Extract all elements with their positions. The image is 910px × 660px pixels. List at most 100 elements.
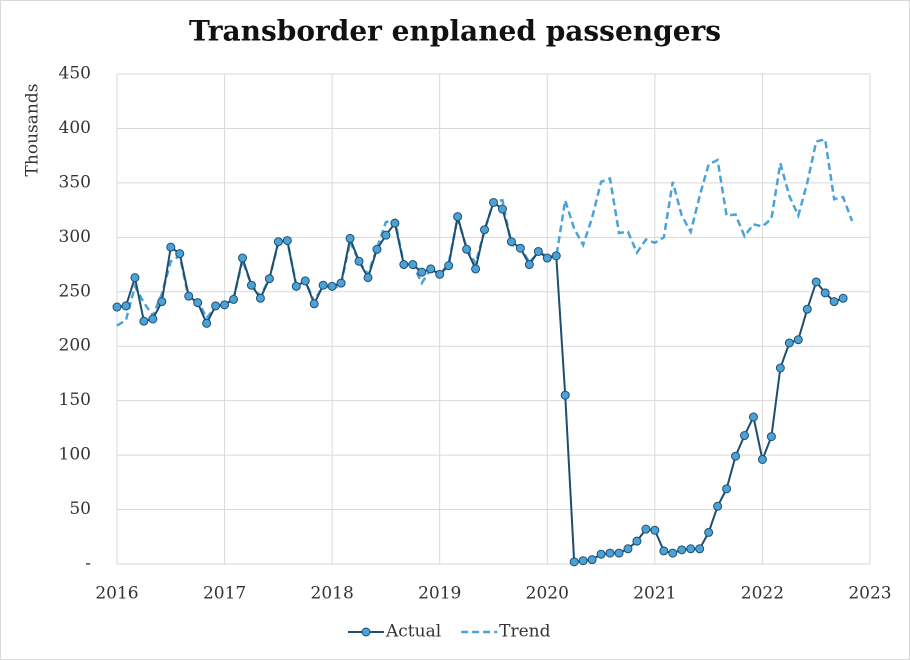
data-point bbox=[121, 301, 131, 311]
data-point bbox=[659, 546, 669, 556]
series-line bbox=[116, 200, 844, 563]
data-point bbox=[309, 299, 319, 309]
data-point bbox=[291, 281, 301, 291]
data-point bbox=[453, 212, 463, 222]
data-point bbox=[506, 237, 516, 247]
data-point bbox=[211, 301, 221, 311]
x-tick-label: 2018 bbox=[311, 584, 354, 604]
y-axis-label: Thousands bbox=[23, 84, 43, 177]
data-point bbox=[300, 276, 310, 286]
data-point bbox=[731, 451, 741, 461]
data-point bbox=[677, 545, 687, 555]
data-point bbox=[524, 260, 534, 270]
data-point bbox=[202, 318, 212, 328]
data-point bbox=[354, 256, 364, 266]
x-tick-label: 2023 bbox=[848, 584, 891, 604]
data-point bbox=[829, 297, 839, 307]
data-point bbox=[345, 233, 355, 243]
data-point bbox=[623, 544, 633, 554]
data-point bbox=[327, 281, 337, 291]
y-tick-label: 450 bbox=[59, 64, 91, 84]
data-point bbox=[426, 264, 436, 274]
data-point bbox=[444, 261, 454, 271]
x-tick-label: 2019 bbox=[418, 584, 461, 604]
data-point bbox=[515, 243, 525, 253]
data-point bbox=[784, 338, 794, 348]
data-point bbox=[130, 273, 140, 283]
legend-label: Trend bbox=[499, 622, 550, 642]
data-point bbox=[462, 244, 472, 254]
data-point bbox=[363, 273, 373, 283]
y-tick-label: 400 bbox=[59, 118, 91, 138]
data-point bbox=[695, 544, 705, 554]
data-point bbox=[157, 297, 167, 307]
y-tick-label: 150 bbox=[59, 390, 91, 410]
x-tick-label: 2017 bbox=[203, 584, 246, 604]
data-point bbox=[587, 555, 597, 565]
data-point bbox=[713, 501, 723, 511]
data-point bbox=[166, 242, 176, 252]
x-tick-label: 2016 bbox=[95, 584, 138, 604]
chart-title: Transborder enplaned passengers bbox=[189, 15, 721, 48]
data-point bbox=[417, 267, 427, 277]
data-point bbox=[220, 300, 230, 310]
data-point bbox=[489, 197, 498, 207]
data-point bbox=[246, 280, 256, 290]
data-point bbox=[748, 412, 758, 422]
data-point bbox=[569, 557, 579, 567]
data-point bbox=[282, 236, 292, 246]
data-point bbox=[802, 304, 812, 314]
data-point bbox=[704, 527, 714, 537]
y-tick-label: 350 bbox=[59, 172, 91, 192]
data-point bbox=[775, 363, 785, 373]
data-point bbox=[399, 260, 409, 270]
data-point bbox=[632, 536, 642, 546]
data-point bbox=[533, 246, 543, 256]
data-point bbox=[668, 548, 678, 558]
data-point bbox=[372, 244, 382, 254]
data-point bbox=[578, 556, 588, 566]
data-point bbox=[497, 204, 507, 214]
data-point bbox=[390, 218, 400, 228]
x-tick-label: 2021 bbox=[633, 584, 676, 604]
data-point bbox=[273, 237, 283, 247]
data-point bbox=[471, 264, 481, 274]
data-point bbox=[139, 316, 149, 326]
data-point bbox=[381, 230, 391, 240]
data-point bbox=[112, 302, 122, 312]
data-point bbox=[435, 269, 445, 279]
data-point bbox=[596, 549, 606, 559]
data-point bbox=[175, 249, 185, 259]
y-tick-label: - bbox=[85, 554, 91, 574]
data-point bbox=[264, 274, 274, 284]
x-tick-label: 2022 bbox=[741, 584, 784, 604]
data-point bbox=[793, 335, 803, 345]
data-point bbox=[255, 293, 265, 303]
data-point bbox=[551, 251, 561, 261]
data-point bbox=[238, 253, 247, 263]
x-tick-label: 2020 bbox=[526, 584, 569, 604]
data-point bbox=[641, 524, 651, 534]
data-point bbox=[560, 390, 570, 400]
data-point bbox=[605, 548, 615, 558]
data-point bbox=[542, 253, 552, 263]
data-point bbox=[820, 288, 830, 298]
y-tick-label: 300 bbox=[59, 227, 91, 247]
data-point bbox=[722, 484, 732, 494]
data-point bbox=[318, 280, 328, 290]
y-tick-label: 200 bbox=[59, 336, 91, 356]
legend-marker bbox=[361, 627, 371, 637]
data-point bbox=[408, 260, 418, 270]
data-point bbox=[650, 525, 660, 535]
data-point bbox=[184, 291, 194, 301]
data-point bbox=[336, 278, 346, 288]
data-point bbox=[148, 314, 158, 324]
legend-label: Actual bbox=[385, 622, 441, 642]
data-point bbox=[480, 225, 490, 235]
y-tick-label: 250 bbox=[59, 281, 91, 301]
y-tick-label: 100 bbox=[59, 445, 91, 465]
data-point bbox=[193, 298, 203, 308]
data-point bbox=[757, 454, 767, 464]
